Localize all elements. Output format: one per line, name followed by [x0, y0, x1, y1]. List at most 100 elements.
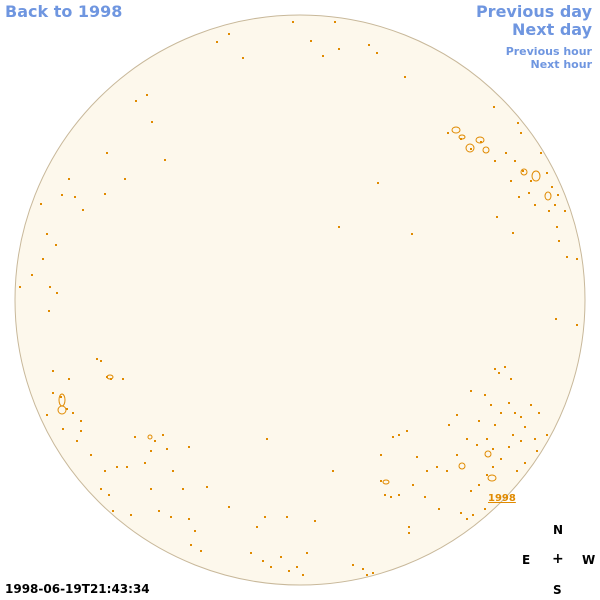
feature-mark — [466, 438, 468, 440]
feature-mark — [576, 324, 578, 326]
feature-mark — [508, 402, 510, 404]
feature-mark — [534, 204, 536, 206]
feature-mark — [510, 180, 512, 182]
feature-loop — [458, 462, 466, 470]
feature-mark — [512, 434, 514, 436]
feature-mark — [332, 470, 334, 472]
feature-mark — [494, 368, 496, 370]
observation-timestamp: 1998-06-19T21:43:34 — [5, 582, 150, 596]
feature-mark — [392, 436, 394, 438]
feature-mark — [170, 516, 172, 518]
feature-mark — [42, 258, 44, 260]
feature-mark — [242, 57, 244, 59]
feature-mark — [49, 286, 51, 288]
feature-mark — [302, 574, 304, 576]
feature-mark — [512, 232, 514, 234]
feature-mark — [135, 100, 137, 102]
feature-mark — [456, 414, 458, 416]
feature-mark — [164, 159, 166, 161]
feature-mark — [100, 360, 102, 362]
feature-mark — [270, 566, 272, 568]
feature-mark — [256, 526, 258, 528]
feature-mark — [520, 132, 522, 134]
feature-mark — [447, 132, 449, 134]
feature-mark — [314, 520, 316, 522]
feature-loop — [520, 168, 528, 176]
feature-mark — [470, 148, 472, 150]
feature-loop — [451, 126, 461, 134]
feature-mark — [266, 438, 268, 440]
feature-mark — [456, 454, 458, 456]
feature-mark — [112, 510, 114, 512]
feature-mark — [206, 486, 208, 488]
feature-mark — [557, 194, 559, 196]
feature-mark — [130, 514, 132, 516]
feature-mark — [200, 550, 202, 552]
feature-mark — [376, 52, 378, 54]
feature-mark — [96, 358, 98, 360]
feature-mark — [46, 414, 48, 416]
feature-mark — [76, 440, 78, 442]
back-to-year-link[interactable]: Back to 1998 — [5, 2, 123, 21]
feature-loop — [484, 450, 492, 458]
feature-mark — [556, 226, 558, 228]
feature-mark — [551, 186, 553, 188]
feature-mark — [144, 462, 146, 464]
feature-mark — [292, 21, 294, 23]
feature-mark — [52, 370, 54, 372]
feature-mark — [150, 488, 152, 490]
feature-mark — [194, 530, 196, 532]
feature-mark — [216, 41, 218, 43]
feature-mark — [576, 258, 578, 260]
feature-mark — [182, 488, 184, 490]
feature-mark — [384, 494, 386, 496]
feature-mark — [548, 210, 550, 212]
feature-mark — [510, 378, 512, 380]
feature-mark — [162, 434, 164, 436]
feature-mark — [514, 412, 516, 414]
feature-mark — [470, 490, 472, 492]
feature-mark — [80, 430, 82, 432]
feature-mark — [446, 470, 448, 472]
feature-mark — [480, 141, 482, 143]
feature-mark — [264, 516, 266, 518]
feature-mark — [436, 466, 438, 468]
feature-mark — [494, 160, 496, 162]
magnetic-features — [19, 21, 578, 576]
feature-mark — [530, 404, 532, 406]
feature-mark — [538, 412, 540, 414]
feature-mark — [40, 203, 42, 205]
year-label-link[interactable]: 1998 — [488, 493, 516, 504]
feature-mark — [490, 404, 492, 406]
feature-mark — [408, 532, 410, 534]
feature-mark — [250, 552, 252, 554]
feature-mark — [296, 566, 298, 568]
feature-mark — [377, 182, 379, 184]
feature-loop — [475, 136, 485, 144]
feature-mark — [412, 484, 414, 486]
feature-mark — [496, 216, 498, 218]
feature-mark — [60, 396, 62, 398]
feature-mark — [310, 40, 312, 42]
feature-mark — [151, 121, 153, 123]
feature-mark — [528, 192, 530, 194]
feature-mark — [540, 152, 542, 154]
previous-hour-link[interactable]: Previous hour — [505, 45, 592, 58]
feature-mark — [19, 286, 21, 288]
feature-loop — [106, 374, 114, 380]
feature-mark — [46, 233, 48, 235]
feature-mark — [352, 564, 354, 566]
next-hour-link[interactable]: Next hour — [530, 58, 593, 71]
feature-mark — [524, 426, 526, 428]
feature-mark — [460, 512, 462, 514]
previous-day-link[interactable]: Previous day — [475, 2, 592, 21]
feature-mark — [500, 412, 502, 414]
feature-mark — [498, 372, 500, 374]
feature-mark — [188, 446, 190, 448]
next-day-link[interactable]: Next day — [512, 20, 592, 39]
feature-mark — [55, 244, 57, 246]
feature-mark — [398, 494, 400, 496]
feature-mark — [536, 450, 538, 452]
feature-mark — [338, 226, 340, 228]
